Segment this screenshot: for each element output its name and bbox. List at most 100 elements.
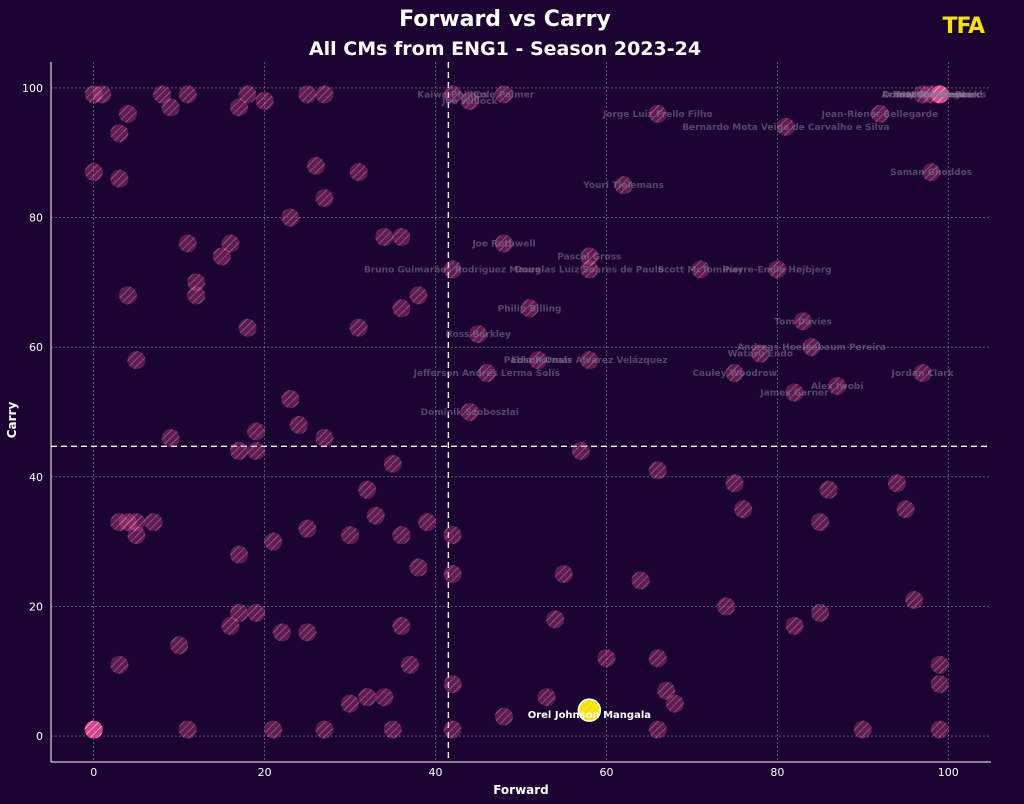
data-point-hatch <box>212 247 231 266</box>
data-point-hatch <box>161 98 180 117</box>
y-tick-label: 80 <box>29 212 43 225</box>
labeled-data-point-hatch <box>922 163 941 182</box>
point-label: Edson Omar Álvarez Velázquez <box>511 354 667 366</box>
data-point-hatch <box>819 480 838 499</box>
point-label: Tom Davies <box>774 317 832 327</box>
data-point-hatch <box>84 163 103 182</box>
data-point-hatch <box>281 208 300 227</box>
data-point-hatch <box>409 286 428 305</box>
data-point-hatch <box>306 156 325 175</box>
data-point-hatch <box>118 286 137 305</box>
data-point-hatch <box>127 513 146 532</box>
labeled-data-point-hatch <box>751 344 770 363</box>
chart-title: Forward vs Carry <box>399 7 611 32</box>
data-point-hatch <box>409 558 428 577</box>
labeled-data-point-hatch <box>469 325 488 344</box>
data-point-hatch <box>255 91 274 110</box>
data-point-hatch <box>383 454 402 473</box>
data-point-hatch <box>554 565 573 584</box>
data-point-hatch <box>272 623 291 642</box>
data-point-hatch <box>896 500 915 519</box>
data-point-hatch <box>930 675 949 694</box>
data-point-hatch <box>418 513 436 532</box>
point-label: Jean-Riener Bellegarde <box>821 110 939 120</box>
point-label: Pascal Gross <box>557 252 621 262</box>
data-point-hatch <box>631 571 650 590</box>
y-tick-label: 20 <box>29 600 43 613</box>
data-point-hatch <box>238 85 257 104</box>
data-point-hatch <box>366 506 385 525</box>
point-label: Andreas Hoelgebaum Pereira <box>737 343 886 353</box>
data-point-hatch <box>144 513 163 532</box>
data-point-hatch <box>443 675 462 694</box>
data-point-hatch <box>375 688 394 707</box>
x-tick-label: 20 <box>258 766 272 779</box>
labeled-data-point-hatch <box>580 351 599 370</box>
chart-subtitle: All CMs from ENG1 - Season 2023-24 <box>309 38 701 60</box>
data-point-hatch <box>187 273 206 292</box>
point-label: Pablo Fornals <box>504 356 573 366</box>
data-point-hatch <box>383 720 402 739</box>
data-point-hatch <box>93 85 112 104</box>
data-point-hatch <box>230 98 248 117</box>
data-point-hatch <box>178 234 197 253</box>
data-point-hatch <box>298 519 317 538</box>
labeled-data-point-hatch <box>443 85 462 104</box>
labeled-data-point-hatch <box>776 117 795 136</box>
data-point-hatch <box>349 318 368 337</box>
data-point-hatch <box>110 655 129 674</box>
data-point-hatch <box>725 474 744 493</box>
labeled-data-point-hatch <box>648 104 667 123</box>
data-points <box>84 85 949 739</box>
labeled-data-point-hatch <box>494 234 513 253</box>
x-tick-label: 80 <box>770 766 784 779</box>
data-point-hatch <box>110 124 129 143</box>
point-label: Jorge Luiz Frello Filho <box>602 110 713 120</box>
y-tick-label: 100 <box>22 82 43 95</box>
y-axis-label: Carry <box>5 402 19 439</box>
labeled-data-point-hatch <box>580 260 599 279</box>
data-point-hatch <box>349 163 368 182</box>
data-point-hatch <box>443 565 462 584</box>
labeled-data-point-hatch <box>802 338 821 357</box>
x-axis-label: Forward <box>493 783 549 797</box>
data-point-hatch <box>298 623 317 642</box>
data-point-hatch <box>298 85 317 104</box>
labeled-data-point-hatch <box>794 312 812 331</box>
labeled-data-point-hatch <box>870 104 889 123</box>
data-point-hatch <box>648 649 667 668</box>
emphasis-point-hatch <box>930 85 949 104</box>
labeled-data-point-hatch <box>460 403 479 421</box>
data-point-hatch <box>127 351 146 370</box>
data-point-hatch <box>264 720 283 739</box>
point-label: Pierre-Emile Højbjerg <box>723 265 832 275</box>
data-point-hatch <box>230 545 248 564</box>
data-point-hatch <box>657 681 676 700</box>
emphasis-point-hatch <box>84 720 103 739</box>
data-point-hatch <box>597 649 616 668</box>
data-point-hatch <box>734 500 753 519</box>
data-point-hatch <box>187 286 206 305</box>
data-point-hatch <box>247 603 266 622</box>
point-label: Bernardo Mota Veiga de Carvalho e Silva <box>682 123 889 133</box>
data-point-hatch <box>443 526 462 545</box>
x-tick-label: 0 <box>90 766 97 779</box>
data-point-hatch <box>392 526 411 545</box>
data-point-hatch <box>648 461 667 480</box>
point-label: Donny van de Beek <box>882 90 981 100</box>
data-point-hatch <box>247 441 266 460</box>
point-label: Saman Ghoddos <box>890 168 972 178</box>
point-label: Cole Palmer <box>474 90 535 100</box>
point-label: Jordan Clark <box>891 369 955 379</box>
data-point-hatch <box>178 85 197 104</box>
data-point-hatch <box>888 474 906 493</box>
labeled-data-point-hatch <box>520 299 539 318</box>
labeled-data-point-hatch <box>460 91 479 110</box>
x-tick-label: 100 <box>938 766 959 779</box>
data-point-hatch <box>537 688 556 707</box>
data-point-hatch <box>443 720 462 739</box>
point-label: Scott McTominay <box>658 265 744 275</box>
data-point-hatch <box>178 720 197 739</box>
labeled-data-point-hatch <box>529 351 548 370</box>
labeled-data-point-hatch <box>828 377 847 396</box>
